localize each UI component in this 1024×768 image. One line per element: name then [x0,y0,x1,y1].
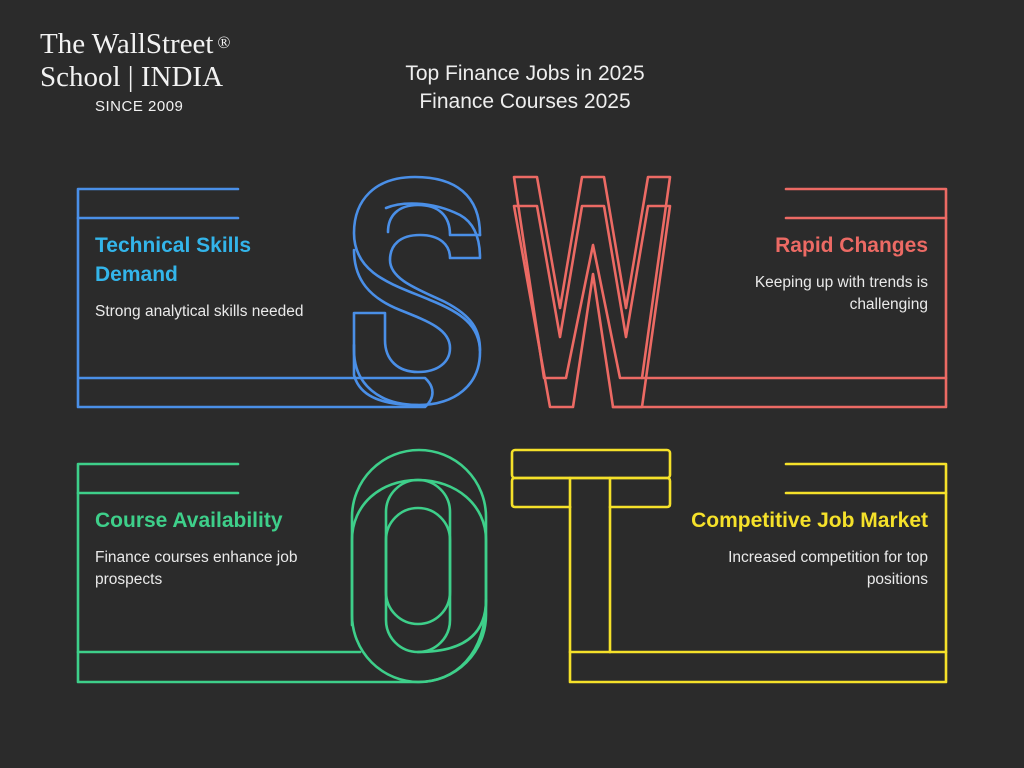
brand-logo: The WallStreet ® School | INDIA SINCE 200… [40,28,280,115]
threats-title: Competitive Job Market [691,509,928,532]
title-line1: Top Finance Jobs in 2025 [405,62,645,85]
weaknesses-block: Rapid Changes Keeping up with trends is … [680,231,928,316]
strengths-description: Strong analytical skills needed [95,303,304,320]
weaknesses-description: Keeping up with trends is challenging [754,274,928,313]
weaknesses-title: Rapid Changes [775,234,928,257]
w-frame [611,187,948,409]
threats-block: Competitive Job Market Increased competi… [680,506,928,591]
opportunities-block: Course Availability Finance courses enha… [95,506,345,591]
s-letter-icon [352,175,482,407]
strengths-title: Technical Skills Demand [95,234,252,286]
logo-since: SINCE 2009 [95,98,184,115]
threats-description: Increased competition for top positions [728,549,928,588]
strengths-block: Technical Skills Demand Strong analytica… [95,231,335,323]
o-letter-icon [350,448,488,684]
page-title: Top Finance Jobs in 2025 Finance Courses… [340,60,710,116]
registered-mark: ® [217,33,231,52]
title-line2: Finance Courses 2025 [419,90,631,113]
logo-line1: The WallStreet [40,28,214,60]
opportunities-title: Course Availability [95,509,283,532]
t-frame [568,462,948,684]
t-letter-icon [510,448,672,654]
w-letter-icon [512,175,672,409]
s-frame [76,187,434,409]
opportunities-description: Finance courses enhance job prospects [95,549,298,588]
logo-line2: School | INDIA [40,61,224,93]
